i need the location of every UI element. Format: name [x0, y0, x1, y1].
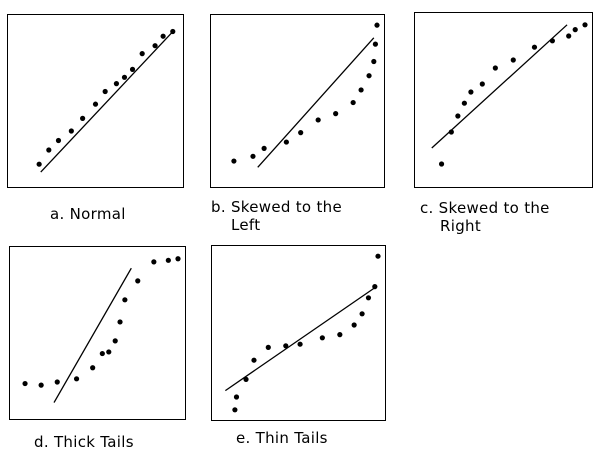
panel-d-data-point-4: [73, 376, 80, 382]
panel-d-data-point-9: [117, 319, 123, 325]
panel-a-reference-line: [40, 29, 175, 173]
panel-a-data-point-3: [55, 137, 62, 144]
panel-c-data-point-4: [461, 100, 467, 106]
panel-b-caption-line-1: b. Skewed to the: [211, 198, 342, 216]
panel-a-data-point-8: [113, 81, 120, 87]
panel-d-data-point-7: [106, 349, 112, 355]
panel-a-data-point-1: [36, 161, 42, 167]
panel-a-data-point-6: [92, 101, 99, 107]
panel-d-plot: [9, 246, 186, 420]
panel-d-data-point-11: [135, 278, 141, 284]
panel-c-frame: [414, 12, 593, 188]
panel-e-frame: [211, 245, 386, 421]
panel-b-data-point-12: [372, 41, 379, 47]
panel-d-data-point-8: [112, 338, 118, 344]
panel-a-caption: a. Normal: [50, 205, 126, 223]
panel-e-data-point-7: [297, 341, 303, 347]
panel-d-data-point-3: [54, 379, 60, 385]
panel-d-frame: [9, 246, 186, 420]
panel-c-data-point-13: [582, 22, 588, 28]
panel-b-data-point-11: [371, 58, 377, 65]
panel-e-data-point-5: [265, 344, 271, 350]
panel-a-data-point-14: [170, 28, 176, 35]
panel-b-caption-line-2: Left: [231, 216, 261, 234]
panel-b-frame: [210, 14, 385, 188]
panel-e-plot: [211, 245, 386, 421]
panel-d-data-point-2: [38, 382, 44, 388]
panel-e-data-point-11: [359, 311, 365, 317]
panel-c-data-point-12: [572, 27, 578, 33]
panel-b-data-point-9: [358, 87, 364, 93]
panel-c-caption-line-2: Right: [440, 217, 481, 235]
panel-a-data-point-5: [80, 115, 86, 121]
panel-d-reference-line: [53, 267, 132, 403]
panel-e-caption-line-1: e. Thin Tails: [236, 429, 328, 447]
panel-c-data-point-8: [510, 57, 516, 63]
panel-a-plot: [7, 14, 184, 188]
panel-c-caption: c. Skewed to the Right: [420, 199, 550, 235]
panel-b-caption: b. Skewed to the Left: [211, 198, 342, 234]
panel-b-data-point-3: [261, 145, 267, 151]
panel-d-data-point-5: [90, 365, 96, 371]
panel-a-data-point-2: [46, 147, 52, 153]
panel-a-frame: [7, 14, 184, 188]
panel-c-plot: [414, 12, 593, 188]
panel-a-data-point-13: [160, 33, 166, 39]
panel-a-data-point-12: [152, 43, 158, 49]
panel-e-data-point-6: [283, 343, 289, 349]
panel-c-data-point-3: [455, 113, 461, 119]
panel-d-data-point-12: [151, 259, 157, 265]
panel-b-data-point-10: [366, 73, 372, 79]
panel-e-data-point-10: [351, 322, 357, 328]
panel-c-data-point-11: [566, 33, 572, 39]
panel-d-data-point-6: [99, 350, 105, 357]
panel-d-data-point-13: [165, 257, 171, 263]
panel-c-data-point-1: [438, 161, 445, 167]
panel-b-data-point-1: [231, 158, 237, 164]
panel-a-data-point-9: [121, 74, 128, 80]
panel-e-data-point-8: [319, 335, 325, 341]
panel-a-caption-line-1: a. Normal: [50, 205, 126, 223]
panel-d-data-point-10: [122, 297, 128, 303]
panel-c-data-point-5: [468, 89, 474, 95]
panel-e-data-point-9: [337, 332, 343, 338]
panel-e-data-point-2: [233, 394, 240, 400]
panel-a-data-point-10: [129, 66, 136, 72]
panel-c-caption-line-1: c. Skewed to the: [420, 199, 550, 217]
panel-a-data-point-11: [139, 51, 145, 57]
panel-b-data-point-8: [350, 99, 356, 106]
panel-c-data-point-7: [492, 65, 498, 71]
panel-b-data-point-5: [298, 130, 304, 136]
panel-e-data-point-1: [232, 407, 238, 413]
panel-a-data-point-7: [102, 88, 108, 95]
panel-c-reference-line: [431, 24, 568, 149]
panel-e-data-point-4: [251, 357, 257, 363]
panel-d-data-point-1: [22, 380, 28, 387]
panel-b-reference-line: [257, 37, 375, 168]
panel-b-plot: [210, 14, 385, 188]
panel-e-data-point-3: [243, 376, 249, 382]
panel-b-data-point-6: [315, 117, 321, 123]
panel-b-data-point-4: [283, 139, 289, 145]
panel-e-data-point-12: [365, 295, 372, 301]
panel-e-reference-line: [224, 286, 377, 392]
panel-a-data-point-4: [68, 128, 74, 134]
panel-c-data-point-6: [479, 81, 485, 87]
panel-c-data-point-10: [549, 38, 555, 44]
panel-d-caption-line-1: d. Thick Tails: [34, 433, 134, 451]
panel-c-data-point-9: [531, 44, 538, 50]
panel-b-data-point-13: [374, 22, 380, 28]
panel-b-data-point-2: [250, 153, 256, 159]
panel-d-caption: d. Thick Tails: [34, 433, 134, 451]
panel-b-data-point-7: [333, 111, 339, 117]
panel-d-data-point-14: [175, 256, 181, 262]
panel-c-data-point-2: [448, 129, 454, 135]
panel-e-data-point-13: [372, 284, 378, 290]
panel-e-caption: e. Thin Tails: [236, 429, 328, 447]
panel-e-data-point-14: [375, 253, 381, 259]
